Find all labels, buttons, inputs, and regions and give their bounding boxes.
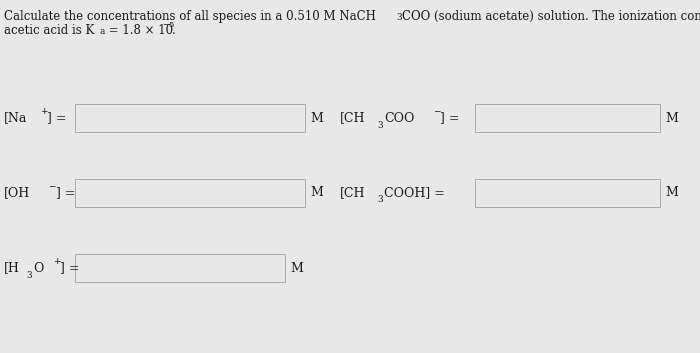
Text: [H: [H [4, 262, 20, 275]
Text: = 1.8 × 10: = 1.8 × 10 [105, 24, 173, 37]
Text: ] =: ] = [56, 186, 76, 199]
Text: COOH] =: COOH] = [384, 186, 445, 199]
Text: ] =: ] = [440, 112, 459, 125]
Text: O: O [33, 262, 43, 275]
Text: +: + [40, 107, 48, 115]
Text: .: . [172, 24, 176, 37]
Text: M: M [310, 112, 323, 125]
Text: [CH: [CH [340, 112, 365, 125]
Text: COO: COO [384, 112, 414, 125]
Text: [Na: [Na [4, 112, 27, 125]
Text: ] =: ] = [47, 112, 66, 125]
Text: COO (sodium acetate) solution. The ionization constant for: COO (sodium acetate) solution. The ioniz… [402, 10, 700, 23]
Text: 3: 3 [26, 270, 32, 280]
Text: 3: 3 [377, 196, 383, 204]
FancyBboxPatch shape [475, 179, 660, 207]
Text: −: − [433, 107, 440, 115]
Text: M: M [665, 112, 678, 125]
FancyBboxPatch shape [75, 104, 305, 132]
Text: [OH: [OH [4, 186, 30, 199]
Text: [CH: [CH [340, 186, 365, 199]
FancyBboxPatch shape [75, 254, 285, 282]
Text: 3: 3 [396, 13, 402, 22]
FancyBboxPatch shape [75, 179, 305, 207]
Text: M: M [665, 186, 678, 199]
Text: 3: 3 [377, 120, 383, 130]
Text: −5: −5 [162, 21, 174, 29]
FancyBboxPatch shape [475, 104, 660, 132]
Text: M: M [290, 262, 303, 275]
Text: M: M [310, 186, 323, 199]
Text: +: + [53, 257, 60, 265]
Text: Calculate the concentrations of all species in a 0.510 M NaCH: Calculate the concentrations of all spec… [4, 10, 376, 23]
Text: ] =: ] = [60, 262, 80, 275]
Text: −: − [48, 181, 55, 191]
Text: a: a [99, 27, 104, 36]
Text: acetic acid is K: acetic acid is K [4, 24, 94, 37]
